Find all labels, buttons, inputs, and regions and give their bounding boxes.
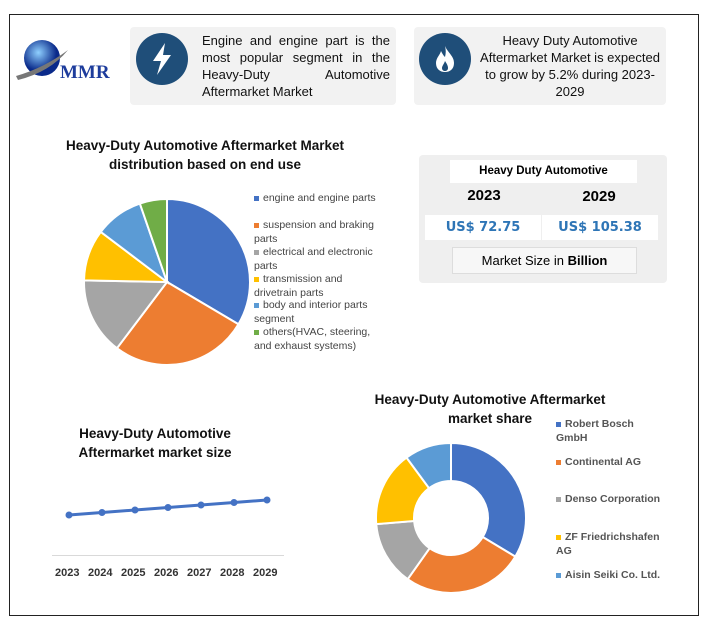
line-point-2025 xyxy=(131,506,139,514)
donut-slice-1 xyxy=(406,535,517,594)
card-text: Heavy Duty Automotive Aftermarket Market… xyxy=(480,33,660,99)
legend-swatch xyxy=(556,496,561,502)
legend-item: suspension and braking parts xyxy=(254,219,382,246)
line-point-2024 xyxy=(98,508,106,516)
pie-slice-5 xyxy=(138,197,168,283)
legend-label: engine and engine parts xyxy=(263,192,376,204)
legend-item: electrical and electronic parts xyxy=(254,246,382,273)
legend-label: Continental AG xyxy=(565,456,642,468)
year-end: 2029 xyxy=(582,188,616,205)
legend-swatch xyxy=(254,249,259,255)
lightning-bolt-icon xyxy=(136,33,188,85)
line-point-2027 xyxy=(197,501,205,509)
legend-label: others(HVAC, steering, and exhaust syste… xyxy=(254,326,371,352)
value-start: US$ 72.75 xyxy=(425,215,541,240)
legend-swatch xyxy=(556,534,561,540)
card-text: Engine and engine part is the most popul… xyxy=(202,33,390,99)
market-size-title: Heavy Duty Automotive xyxy=(450,160,637,183)
line-point-2028 xyxy=(230,499,238,507)
x-tick-label: 2025 xyxy=(121,567,146,579)
legend-label: suspension and braking parts xyxy=(254,219,374,245)
legend-item: body and interior parts segment xyxy=(254,299,382,326)
svg-text:MMR: MMR xyxy=(60,62,110,83)
frame-border xyxy=(9,14,699,616)
flame-icon xyxy=(419,33,471,85)
legend-label: body and interior parts segment xyxy=(254,299,368,325)
legend-label: Denso Corporation xyxy=(565,493,661,505)
legend-swatch xyxy=(254,195,259,201)
legend-label: electrical and electronic parts xyxy=(254,246,373,272)
line-chart-title: Heavy-Duty Automotive Aftermarket market… xyxy=(78,426,232,460)
legend-swatch xyxy=(556,421,561,427)
legend-label: transmission and drivetrain parts xyxy=(254,273,343,299)
line-point-2023 xyxy=(65,511,73,519)
x-tick-label: 2024 xyxy=(88,567,113,579)
year-start: 2023 xyxy=(467,187,501,204)
legend-item: Continental AG xyxy=(556,456,666,470)
x-tick-label: 2026 xyxy=(154,567,179,579)
legend-item: Robert Bosch GmbH xyxy=(556,418,666,445)
donut-chart-title: Heavy-Duty Automotive Aftermarket market… xyxy=(374,392,606,426)
x-tick-label: 2029 xyxy=(253,567,278,579)
mmr-logo: MMR xyxy=(14,38,124,84)
legend-swatch xyxy=(556,459,561,465)
x-tick-label: 2027 xyxy=(187,567,212,579)
legend-swatch xyxy=(254,329,259,335)
pie-chart-title: Heavy-Duty Automotive Aftermarket Market… xyxy=(65,138,345,172)
legend-item: engine and engine parts xyxy=(254,192,382,206)
x-tick-label: 2023 xyxy=(55,567,80,579)
market-size-caption: Market Size in Billion xyxy=(452,247,637,274)
legend-item: transmission and drivetrain parts xyxy=(254,273,382,300)
legend-swatch xyxy=(254,302,259,308)
legend-item: Aisin Seiki Co. Ltd. xyxy=(556,569,666,583)
pie-slice-1 xyxy=(115,280,240,366)
donut-slice-0 xyxy=(450,441,527,558)
legend-swatch xyxy=(254,222,259,228)
insight-card-growth: Heavy Duty Automotive Aftermarket Market… xyxy=(414,27,666,105)
line-point-2029 xyxy=(263,496,271,504)
legend-item: ZF Friedrichshafen AG xyxy=(556,531,666,558)
legend-swatch xyxy=(254,276,259,282)
x-tick-label: 2028 xyxy=(220,567,245,579)
market-size-panel: Heavy Duty Automotive 2023 2029 US$ 72.7… xyxy=(419,155,667,283)
donut-slice-4 xyxy=(405,441,452,490)
legend-label: Robert Bosch GmbH xyxy=(556,418,634,444)
pie-slice-0 xyxy=(166,197,251,326)
insight-card-segment: Engine and engine part is the most popul… xyxy=(130,27,396,105)
value-end: US$ 105.38 xyxy=(542,215,658,240)
legend-item: Denso Corporation xyxy=(556,493,666,507)
caption-prefix: Market Size in xyxy=(481,253,568,268)
legend-swatch xyxy=(556,572,561,578)
line-point-2026 xyxy=(164,503,172,511)
legend-label: ZF Friedrichshafen AG xyxy=(556,531,660,557)
x-axis-line xyxy=(52,555,284,556)
legend-item: others(HVAC, steering, and exhaust syste… xyxy=(254,326,382,353)
caption-unit: Billion xyxy=(567,253,608,268)
legend-label: Aisin Seiki Co. Ltd. xyxy=(565,569,661,581)
